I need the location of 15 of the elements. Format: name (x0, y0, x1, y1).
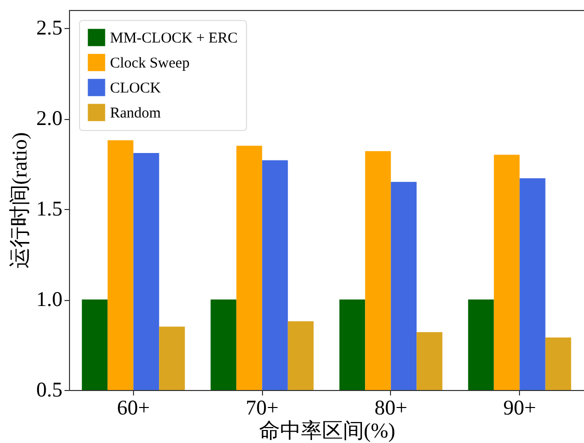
legend-label: CLOCK (110, 80, 162, 96)
x-axis-title: 命中率区间(%) (258, 418, 396, 442)
x-tick-label: 80+ (374, 396, 408, 420)
legend-label: Random (110, 106, 162, 122)
y-axis-title: 运行时间(ratio) (7, 132, 32, 269)
legend-label: MM-CLOCK + ERC (110, 30, 238, 46)
y-tick-label: 1.0 (36, 287, 62, 312)
x-tick-label: 90+ (503, 396, 536, 420)
y-tick-label: 0.5 (36, 378, 62, 402)
x-tick-label: 70+ (246, 396, 279, 420)
y-tick-label: 1.5 (36, 196, 62, 221)
y-tick-label: 2.5 (36, 16, 62, 40)
legend-label: Clock Sweep (110, 56, 190, 72)
y-tick-label: 2.0 (36, 106, 62, 130)
x-tick-label: 60+ (116, 396, 150, 420)
